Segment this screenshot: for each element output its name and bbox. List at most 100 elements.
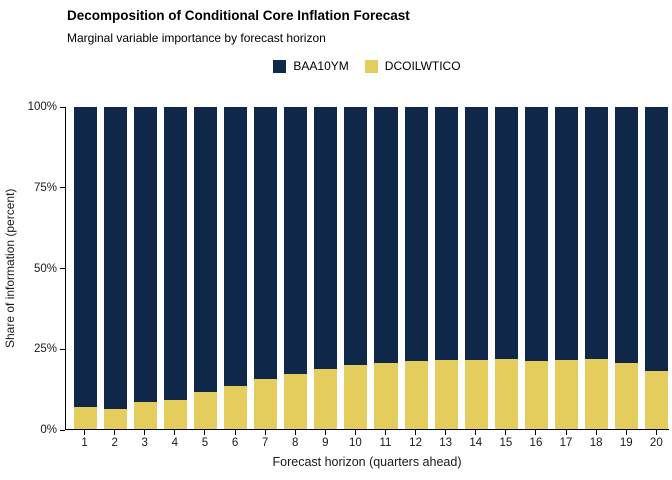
bar-segment-baa10ym-9 bbox=[314, 107, 337, 369]
x-tick-13: 13 bbox=[434, 430, 457, 449]
x-tick-mark-10 bbox=[355, 430, 356, 435]
x-tick-label-19: 19 bbox=[620, 437, 633, 449]
bar-horizon-17 bbox=[555, 107, 578, 429]
x-tick-label-15: 15 bbox=[499, 437, 512, 449]
bar-segment-dcoilwtico-5 bbox=[194, 392, 217, 429]
x-tick-18: 18 bbox=[585, 430, 608, 449]
x-tick-label-14: 14 bbox=[469, 437, 482, 449]
bar-segment-baa10ym-4 bbox=[164, 107, 187, 400]
x-tick-1: 1 bbox=[73, 430, 96, 449]
bar-horizon-11 bbox=[374, 107, 397, 429]
x-tick-4: 4 bbox=[163, 430, 186, 449]
bar-segment-dcoilwtico-16 bbox=[525, 361, 548, 429]
y-tick-mark-50 bbox=[60, 268, 65, 269]
bar-segment-dcoilwtico-1 bbox=[74, 407, 97, 429]
legend-label-dcoilwtico: DCOILWTICO bbox=[385, 59, 461, 73]
x-tick-mark-1 bbox=[84, 430, 85, 435]
x-tick-mark-14 bbox=[475, 430, 476, 435]
bar-segment-baa10ym-14 bbox=[465, 107, 488, 360]
bar-segment-baa10ym-10 bbox=[344, 107, 367, 365]
x-tick-14: 14 bbox=[464, 430, 487, 449]
y-tick-mark-25 bbox=[60, 349, 65, 350]
bar-horizon-6 bbox=[224, 107, 247, 429]
x-tick-label-9: 9 bbox=[322, 437, 328, 449]
chart-title: Decomposition of Conditional Core Inflat… bbox=[67, 8, 410, 23]
bar-segment-dcoilwtico-7 bbox=[254, 379, 277, 429]
bar-segment-baa10ym-2 bbox=[104, 107, 127, 409]
x-tick-label-5: 5 bbox=[202, 437, 208, 449]
legend-entry-baa10ym: BAA10YM bbox=[273, 59, 348, 73]
bar-segment-baa10ym-15 bbox=[495, 107, 518, 359]
x-tick-10: 10 bbox=[344, 430, 367, 449]
x-tick-mark-8 bbox=[295, 430, 296, 435]
bar-horizon-19 bbox=[615, 107, 638, 429]
bar-segment-dcoilwtico-13 bbox=[435, 360, 458, 429]
y-tick-label-75: 75% bbox=[7, 182, 57, 194]
x-tick-15: 15 bbox=[494, 430, 517, 449]
x-tick-12: 12 bbox=[404, 430, 427, 449]
bar-segment-baa10ym-1 bbox=[74, 107, 97, 407]
x-tick-label-1: 1 bbox=[81, 437, 87, 449]
x-tick-mark-20 bbox=[656, 430, 657, 435]
bar-segment-baa10ym-5 bbox=[194, 107, 217, 392]
bar-segment-dcoilwtico-2 bbox=[104, 409, 127, 429]
bar-segment-dcoilwtico-15 bbox=[495, 359, 518, 429]
bar-horizon-13 bbox=[435, 107, 458, 429]
bar-segment-dcoilwtico-10 bbox=[344, 365, 367, 429]
x-tick-label-18: 18 bbox=[590, 437, 603, 449]
legend: BAA10YM DCOILWTICO bbox=[65, 58, 669, 74]
bar-segment-dcoilwtico-17 bbox=[555, 360, 578, 429]
x-tick-label-7: 7 bbox=[262, 437, 268, 449]
bar-horizon-2 bbox=[104, 107, 127, 429]
x-tick-mark-17 bbox=[566, 430, 567, 435]
x-tick-17: 17 bbox=[555, 430, 578, 449]
bar-segment-dcoilwtico-19 bbox=[615, 363, 638, 429]
bar-segment-baa10ym-17 bbox=[555, 107, 578, 360]
x-tick-label-10: 10 bbox=[349, 437, 362, 449]
x-tick-mark-6 bbox=[235, 430, 236, 435]
x-axis-ticks: 1234567891011121314151617181920 bbox=[65, 430, 669, 449]
plot-area bbox=[65, 107, 669, 430]
bar-horizon-10 bbox=[344, 107, 367, 429]
x-tick-label-8: 8 bbox=[292, 437, 298, 449]
bar-segment-baa10ym-18 bbox=[585, 107, 608, 359]
x-tick-label-6: 6 bbox=[232, 437, 238, 449]
bar-segment-baa10ym-8 bbox=[284, 107, 307, 374]
x-tick-9: 9 bbox=[314, 430, 337, 449]
y-tick-label-0: 0% bbox=[7, 424, 57, 436]
x-tick-16: 16 bbox=[524, 430, 547, 449]
x-tick-mark-9 bbox=[325, 430, 326, 435]
y-tick-mark-75 bbox=[60, 187, 65, 188]
bar-segment-baa10ym-19 bbox=[615, 107, 638, 363]
y-tick-mark-100 bbox=[60, 107, 65, 108]
bar-segment-dcoilwtico-4 bbox=[164, 400, 187, 429]
x-tick-6: 6 bbox=[223, 430, 246, 449]
y-tick-label-100: 100% bbox=[7, 101, 57, 113]
bar-segment-baa10ym-16 bbox=[525, 107, 548, 361]
bar-segment-baa10ym-6 bbox=[224, 107, 247, 386]
x-tick-2: 2 bbox=[103, 430, 126, 449]
legend-swatch-dcoilwtico bbox=[365, 60, 378, 73]
y-tick-label-50: 50% bbox=[7, 263, 57, 275]
x-tick-mark-4 bbox=[174, 430, 175, 435]
bar-horizon-1 bbox=[74, 107, 97, 429]
x-tick-label-2: 2 bbox=[111, 437, 117, 449]
y-tick-label-25: 25% bbox=[7, 343, 57, 355]
legend-label-baa10ym: BAA10YM bbox=[293, 59, 348, 73]
bar-horizon-9 bbox=[314, 107, 337, 429]
x-tick-mark-16 bbox=[535, 430, 536, 435]
bar-horizon-8 bbox=[284, 107, 307, 429]
bar-segment-dcoilwtico-9 bbox=[314, 369, 337, 429]
legend-entry-dcoilwtico: DCOILWTICO bbox=[365, 59, 461, 73]
x-tick-label-11: 11 bbox=[380, 437, 392, 449]
bar-segment-dcoilwtico-12 bbox=[405, 361, 428, 429]
bar-horizon-12 bbox=[405, 107, 428, 429]
bar-segment-baa10ym-12 bbox=[405, 107, 428, 361]
bar-horizon-7 bbox=[254, 107, 277, 429]
x-tick-mark-19 bbox=[626, 430, 627, 435]
x-tick-mark-2 bbox=[114, 430, 115, 435]
x-tick-8: 8 bbox=[284, 430, 307, 449]
x-tick-19: 19 bbox=[615, 430, 638, 449]
bar-segment-baa10ym-20 bbox=[645, 107, 668, 371]
x-tick-3: 3 bbox=[133, 430, 156, 449]
